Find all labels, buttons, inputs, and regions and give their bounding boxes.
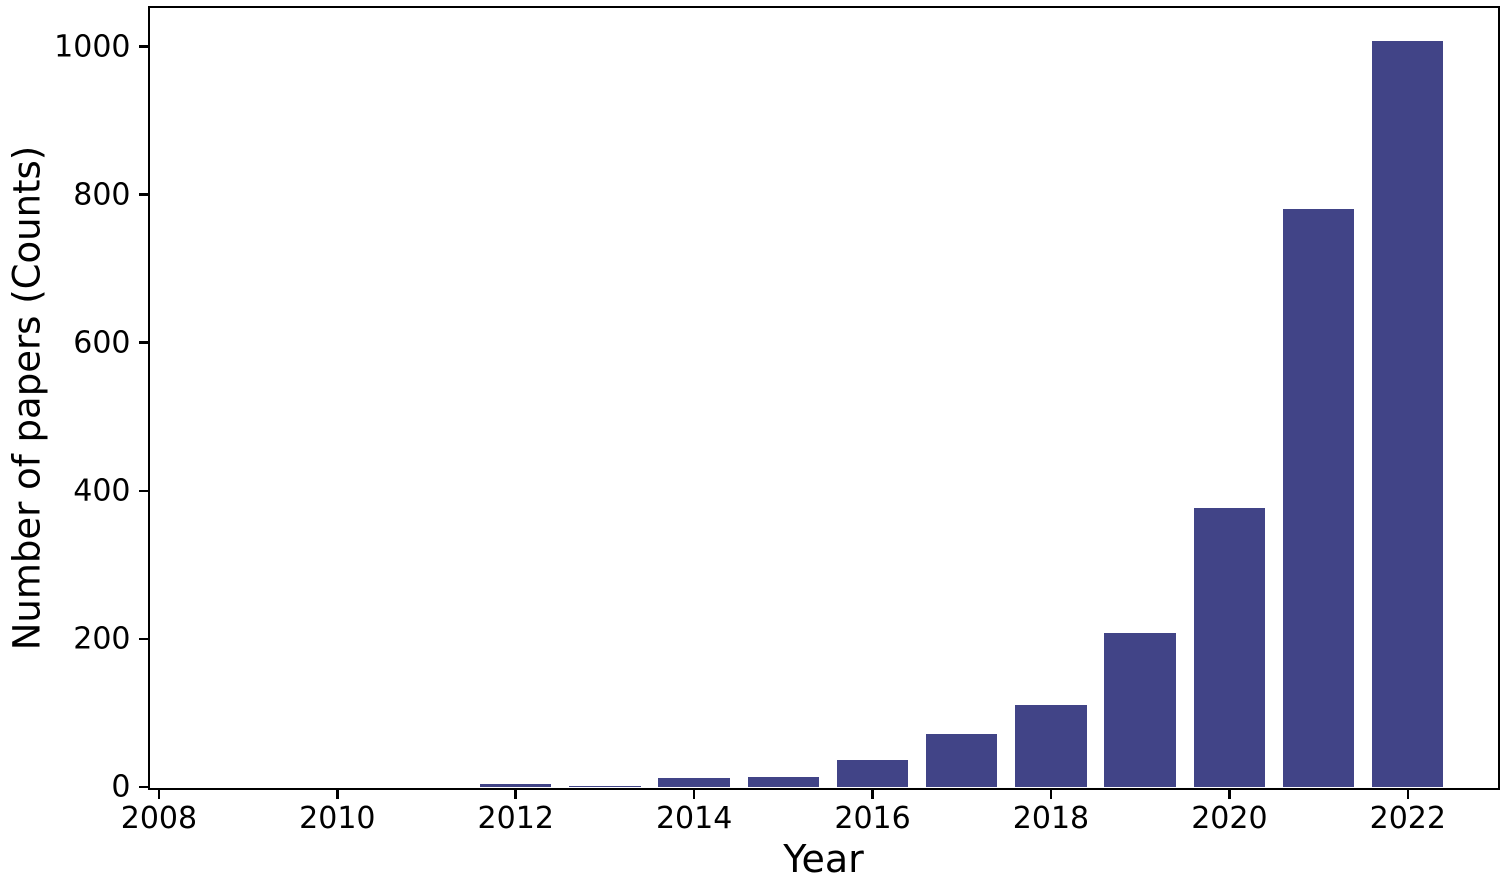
y-tick-label-0: 0 bbox=[111, 769, 131, 805]
bar-2021 bbox=[1282, 209, 1355, 787]
x-tick-label-2018: 2018 bbox=[1012, 800, 1090, 836]
x-tick-2014 bbox=[692, 789, 696, 799]
x-tick-label-2010: 2010 bbox=[299, 800, 376, 836]
y-tick-1000 bbox=[138, 45, 148, 48]
bar-2014 bbox=[658, 778, 730, 787]
x-tick-label-2020: 2020 bbox=[1191, 800, 1268, 836]
x-tick-label-2016: 2016 bbox=[834, 800, 911, 836]
x-axis-title: Year bbox=[783, 837, 864, 878]
x-tick-2018 bbox=[1049, 789, 1053, 799]
x-tick-label-2014: 2014 bbox=[655, 800, 733, 836]
x-tick-2010 bbox=[336, 789, 339, 799]
x-tick-label-2008: 2008 bbox=[120, 800, 198, 836]
y-tick-label-800: 800 bbox=[73, 177, 131, 213]
y-tick-600 bbox=[138, 341, 148, 344]
x-tick-label-2022: 2022 bbox=[1369, 800, 1446, 836]
x-tick-2020 bbox=[1228, 789, 1231, 799]
x-tick-2016 bbox=[871, 789, 874, 799]
bar-2022 bbox=[1372, 40, 1444, 787]
bar-2012 bbox=[480, 784, 552, 787]
y-tick-label-200: 200 bbox=[73, 621, 131, 657]
bar-2016 bbox=[836, 759, 909, 787]
bar-2017 bbox=[926, 734, 998, 787]
x-tick-2008 bbox=[157, 789, 161, 799]
bar-2018 bbox=[1015, 704, 1087, 787]
y-tick-400 bbox=[138, 489, 148, 493]
bar-2015 bbox=[747, 776, 820, 787]
x-tick-2012 bbox=[514, 789, 517, 799]
bar-2019 bbox=[1104, 632, 1176, 787]
bar-2020 bbox=[1193, 507, 1266, 787]
y-tick-200 bbox=[138, 637, 148, 641]
y-tick-0 bbox=[138, 785, 148, 789]
plot-area bbox=[147, 5, 1500, 790]
y-tick-label-1000: 1000 bbox=[54, 29, 131, 64]
y-axis-title: Number of papers (Counts) bbox=[5, 145, 49, 650]
y-tick-label-600: 600 bbox=[73, 325, 131, 361]
bar-2013 bbox=[569, 785, 641, 787]
x-tick-label-2012: 2012 bbox=[477, 800, 554, 836]
y-tick-label-400: 400 bbox=[73, 473, 131, 509]
y-tick-800 bbox=[138, 193, 148, 196]
x-tick-2022 bbox=[1406, 789, 1410, 799]
